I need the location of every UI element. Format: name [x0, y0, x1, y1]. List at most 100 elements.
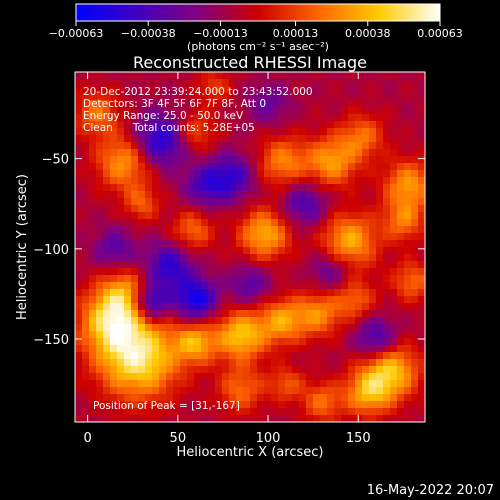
- heatmap-cell: [159, 289, 167, 297]
- heatmap-cell: [103, 86, 111, 94]
- heatmap-cell: [411, 338, 419, 346]
- heatmap-cell: [117, 149, 125, 157]
- heatmap-cell: [285, 156, 293, 164]
- heatmap-cell: [117, 142, 125, 150]
- heatmap-cell: [250, 177, 258, 185]
- heatmap-cell: [145, 359, 153, 367]
- heatmap-cell: [208, 163, 216, 171]
- heatmap-cell: [215, 100, 223, 108]
- heatmap-cell: [306, 359, 314, 367]
- heatmap-cell: [96, 345, 104, 353]
- colorbar-tick-label: 0.00013: [273, 27, 319, 40]
- heatmap-cell: [201, 331, 209, 339]
- heatmap-cell: [383, 93, 391, 101]
- heatmap-cell: [138, 296, 146, 304]
- heatmap-cell: [82, 415, 90, 423]
- heatmap-cell: [285, 100, 293, 108]
- heatmap-cell: [124, 296, 132, 304]
- heatmap-cell: [404, 198, 412, 206]
- heatmap-cell: [411, 359, 419, 367]
- heatmap-cell: [418, 240, 426, 248]
- heatmap-cell: [327, 352, 335, 360]
- heatmap-cell: [299, 191, 307, 199]
- heatmap-cell: [376, 198, 384, 206]
- heatmap-cell: [418, 282, 426, 290]
- heatmap-cell: [159, 387, 167, 395]
- heatmap-cell: [334, 303, 342, 311]
- heatmap-cell: [117, 289, 125, 297]
- heatmap-cell: [222, 135, 230, 143]
- heatmap-cell: [208, 345, 216, 353]
- heatmap-cell: [131, 184, 139, 192]
- heatmap-cell: [383, 163, 391, 171]
- heatmap-cell: [355, 345, 363, 353]
- heatmap-cell: [383, 331, 391, 339]
- heatmap-cell: [313, 149, 321, 157]
- heatmap-cell: [110, 86, 118, 94]
- heatmap-cell: [292, 226, 300, 234]
- heatmap-cell: [299, 128, 307, 136]
- heatmap-cell: [341, 268, 349, 276]
- heatmap-cell: [110, 135, 118, 143]
- heatmap-cell: [250, 121, 258, 129]
- heatmap-cell: [383, 352, 391, 360]
- heatmap-cell: [390, 373, 398, 381]
- heatmap-cell: [355, 226, 363, 234]
- heatmap-cell: [404, 247, 412, 255]
- heatmap-cell: [341, 289, 349, 297]
- heatmap-cell: [187, 387, 195, 395]
- heatmap-cell: [404, 72, 412, 80]
- heatmap-cell: [180, 198, 188, 206]
- heatmap-cell: [82, 401, 90, 409]
- heatmap-cell: [173, 345, 181, 353]
- heatmap-cell: [278, 331, 286, 339]
- heatmap-cell: [117, 163, 125, 171]
- heatmap-cell: [131, 331, 139, 339]
- heatmap-cell: [411, 100, 419, 108]
- heatmap-cell: [131, 219, 139, 227]
- heatmap-cell: [362, 93, 370, 101]
- heatmap-cell: [96, 198, 104, 206]
- heatmap-cell: [138, 268, 146, 276]
- heatmap-cell: [152, 331, 160, 339]
- heatmap-cell: [103, 226, 111, 234]
- heatmap-cell: [243, 121, 251, 129]
- heatmap-cell: [201, 282, 209, 290]
- heatmap-cell: [236, 86, 244, 94]
- heatmap-cell: [215, 380, 223, 388]
- heatmap-cell: [369, 121, 377, 129]
- heatmap-cell: [222, 289, 230, 297]
- heatmap-cell: [327, 79, 335, 87]
- heatmap-cell: [243, 317, 251, 325]
- heatmap-cell: [278, 415, 286, 423]
- heatmap-cell: [355, 324, 363, 332]
- heatmap-cell: [96, 121, 104, 129]
- heatmap-cell: [383, 275, 391, 283]
- heatmap-cell: [124, 254, 132, 262]
- heatmap-cell: [82, 303, 90, 311]
- heatmap-cell: [320, 212, 328, 220]
- heatmap-cell: [166, 219, 174, 227]
- heatmap-cell: [117, 275, 125, 283]
- heatmap-cell: [264, 261, 272, 269]
- heatmap-cell: [390, 114, 398, 122]
- heatmap-cell: [96, 247, 104, 255]
- heatmap-cell: [215, 345, 223, 353]
- heatmap-cell: [180, 170, 188, 178]
- heatmap-cell: [397, 79, 405, 87]
- heatmap-cell: [313, 72, 321, 80]
- heatmap-cell: [187, 226, 195, 234]
- heatmap-cell: [264, 177, 272, 185]
- heatmap-cell: [299, 219, 307, 227]
- heatmap-cell: [411, 107, 419, 115]
- heatmap-cell: [369, 261, 377, 269]
- heatmap-cell: [96, 170, 104, 178]
- heatmap-cell: [411, 170, 419, 178]
- heatmap-cell: [306, 338, 314, 346]
- heatmap-cell: [264, 128, 272, 136]
- heatmap-cell: [243, 240, 251, 248]
- heatmap-cell: [173, 247, 181, 255]
- heatmap-cell: [292, 401, 300, 409]
- heatmap-cell: [159, 198, 167, 206]
- heatmap-cell: [82, 72, 90, 80]
